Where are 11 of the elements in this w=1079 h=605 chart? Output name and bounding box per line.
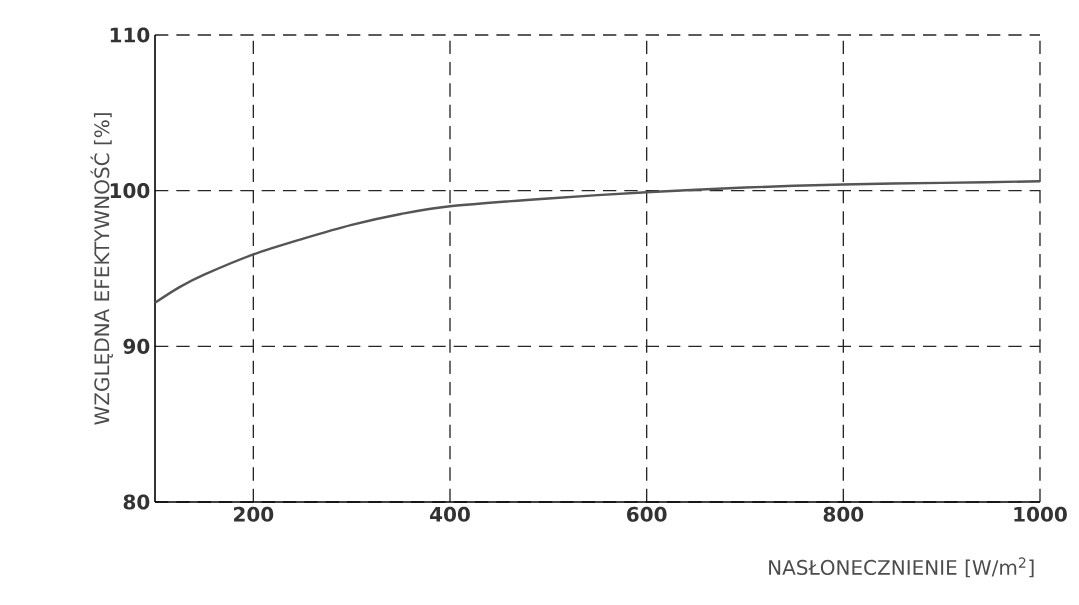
y-tick-label: 80 [123, 494, 150, 510]
y-tick-label: 100 [110, 183, 150, 199]
y-tick-label: 90 [123, 338, 150, 354]
x-tick-label: 600 [627, 506, 667, 522]
x-tick-label: 200 [234, 506, 274, 522]
x-tick-label: 400 [430, 506, 470, 522]
x-tick-label: 800 [823, 506, 864, 522]
x-axis-title: NASŁONECZNIENIE [W/m$^{2}$] [769, 557, 1034, 578]
x-tick-label: 1000 [1014, 506, 1067, 522]
line-series [153, 180, 1042, 304]
y-tick-label: 110 [110, 27, 150, 43]
